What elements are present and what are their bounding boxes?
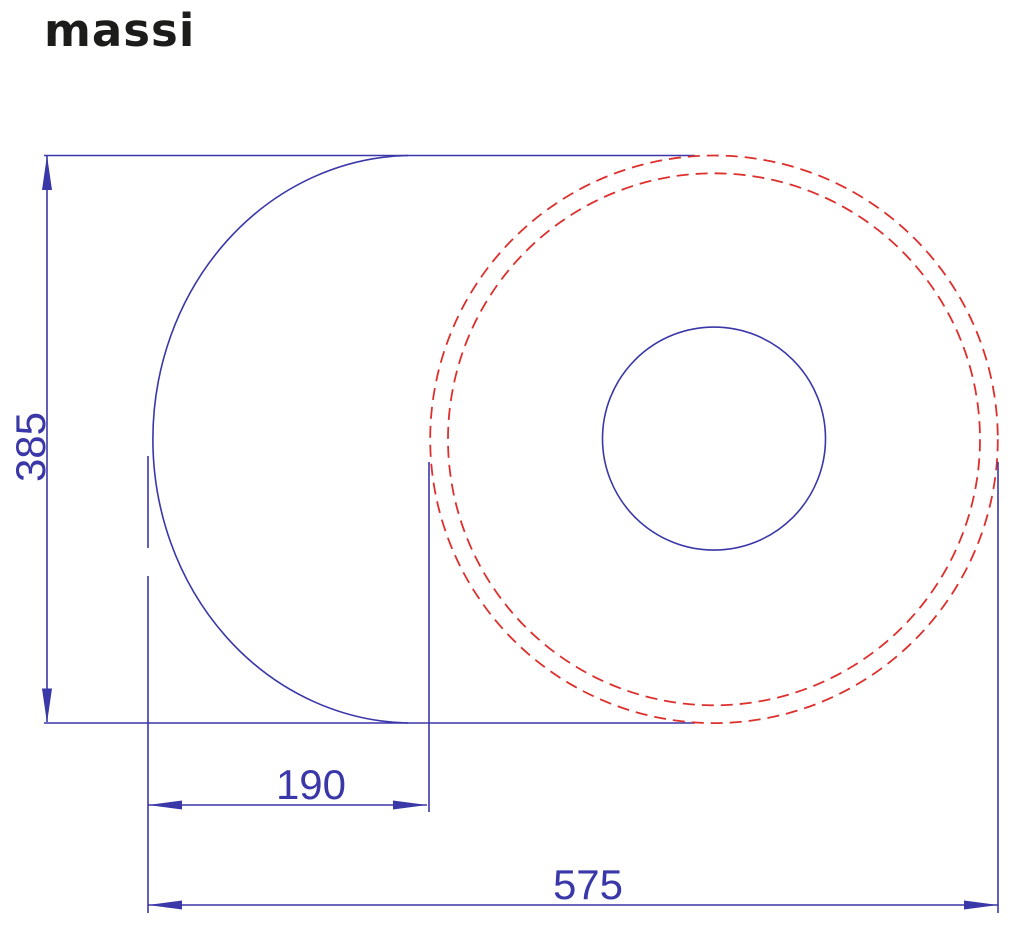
- offset-arrow-right-icon: [393, 800, 427, 810]
- dimension-overall-height: 385: [7, 155, 54, 723]
- brand-logo: massi: [44, 4, 196, 57]
- height-arrow-up-icon: [42, 155, 52, 190]
- height-arrow-down-icon: [42, 688, 52, 723]
- offset-arrow-left-icon: [148, 800, 182, 810]
- bowl-outer-rim-dashed-circle: [429, 154, 999, 724]
- dimension-overall-width: 575: [148, 861, 998, 910]
- width-arrow-right-icon: [964, 900, 998, 910]
- offset-dimension-label: 190: [276, 761, 346, 808]
- width-dimension-label: 575: [553, 861, 623, 908]
- extension-lines: [147, 456, 999, 913]
- dimension-bowl-offset: 190: [148, 761, 427, 810]
- sink-left-arc-outline: [152, 154, 409, 724]
- bowl-inner-rim-dashed-circle: [447, 172, 981, 707]
- drain-circle: [601, 326, 827, 551]
- height-dimension-label: 385: [7, 412, 54, 482]
- bowl-circles: [429, 154, 999, 724]
- width-arrow-left-icon: [148, 900, 182, 910]
- sink-outline: [44, 154, 695, 724]
